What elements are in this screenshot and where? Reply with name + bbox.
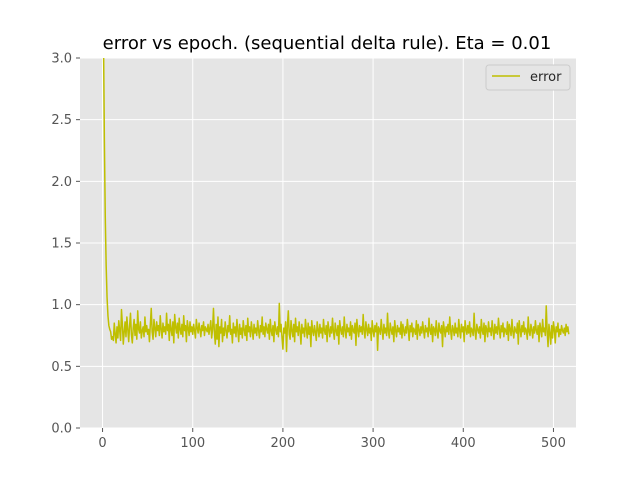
y-tick-label: 0.0 (51, 422, 72, 437)
y-tick-label: 2.0 (51, 175, 72, 190)
y-tick-label: 1.5 (51, 237, 72, 252)
legend-box (485, 64, 571, 91)
legend: error (485, 64, 571, 91)
y-tick-label: 2.5 (51, 113, 72, 128)
y-tick-label: 1.0 (51, 298, 72, 313)
legend-label-error: error (530, 70, 562, 85)
x-tick-label: 0 (98, 436, 106, 451)
x-tick-label: 300 (361, 436, 386, 451)
x-tick-label: 400 (451, 436, 476, 451)
x-axis: 0 100 200 300 400 500 (98, 428, 566, 451)
x-tick-label: 100 (180, 436, 205, 451)
x-tick-label: 200 (270, 436, 295, 451)
y-axis: 0.0 0.5 1.0 1.5 2.0 2.5 3.0 (51, 52, 80, 437)
y-tick-label: 3.0 (51, 52, 72, 67)
chart-title: error vs epoch. (sequential delta rule).… (103, 33, 552, 54)
x-tick-label: 500 (541, 436, 566, 451)
grid-lines (80, 57, 576, 429)
series-line-error (102, 58, 570, 353)
y-tick-label: 0.5 (51, 360, 72, 375)
